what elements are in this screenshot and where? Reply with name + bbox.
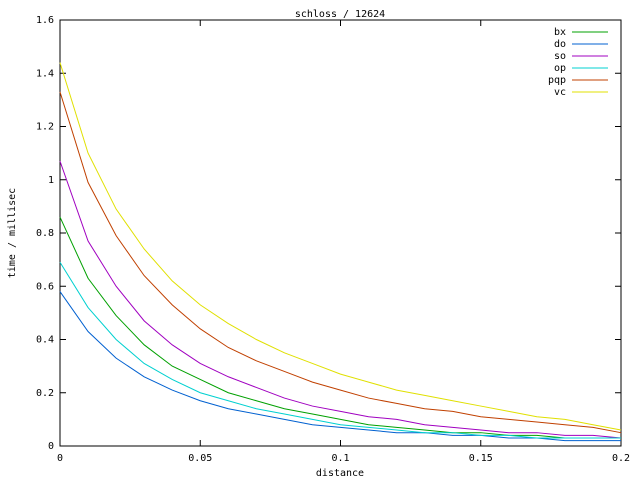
y-tick-label: 1.6	[36, 15, 54, 26]
y-tick-label: 0	[48, 441, 54, 452]
y-tick-label: 1	[48, 175, 54, 186]
legend-label: bx	[554, 27, 566, 38]
legend-label: so	[554, 51, 566, 62]
x-tick-label: 0.2	[612, 453, 630, 464]
legend-label: do	[554, 39, 566, 50]
data-line	[59, 91, 622, 434]
data-line	[59, 62, 622, 431]
x-tick-label: 0	[57, 453, 63, 464]
data-line	[59, 160, 622, 439]
legend-label: op	[554, 63, 566, 74]
y-tick-label: 0.4	[36, 335, 54, 346]
y-tick-label: 0.6	[36, 281, 54, 292]
data-line	[59, 216, 621, 439]
y-tick-label: 0.2	[36, 388, 54, 399]
y-tick-label: 1.4	[36, 68, 54, 79]
x-tick-label: 0.1	[331, 453, 349, 464]
x-axis-label: distance	[316, 468, 364, 479]
legend-label: pqp	[548, 75, 566, 86]
y-axis-label: time / millisec	[7, 188, 18, 278]
chart-title: schloss / 12624	[295, 9, 385, 20]
x-tick-label: 0.05	[188, 453, 212, 464]
y-tick-label: 0.8	[36, 228, 54, 239]
legend-label: vc	[554, 87, 566, 98]
y-tick-label: 1.2	[36, 122, 54, 133]
data-line	[59, 262, 621, 439]
data-line	[59, 291, 621, 442]
x-tick-label: 0.15	[469, 453, 493, 464]
